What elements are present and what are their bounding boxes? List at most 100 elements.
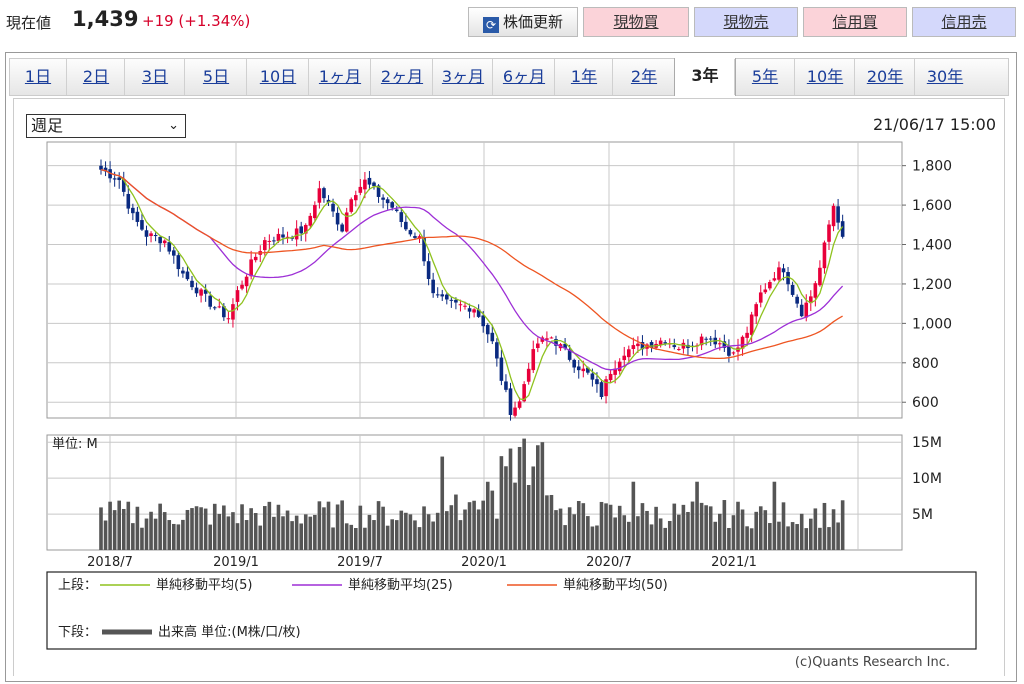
tab-1年[interactable]: 1年 xyxy=(554,59,613,95)
volume-bar xyxy=(686,511,690,550)
volume-bar xyxy=(112,510,117,550)
volume-bar xyxy=(281,516,285,550)
volume-bar xyxy=(176,524,181,550)
volume-bar xyxy=(704,505,708,550)
candle-body xyxy=(831,205,836,227)
volume-bar xyxy=(103,520,108,550)
candle-body xyxy=(799,304,804,317)
volume-bar xyxy=(203,508,208,550)
candle-body xyxy=(235,290,240,302)
volume-bar xyxy=(809,518,813,550)
candle-body xyxy=(144,230,149,237)
candle-body xyxy=(499,357,504,381)
x-tick-label: 2019/7 xyxy=(337,555,383,570)
candle-body xyxy=(786,272,790,285)
candle-period-select[interactable]: 週足 ⌄ xyxy=(26,114,186,138)
volume-bar xyxy=(795,524,799,550)
candle-body xyxy=(526,368,531,382)
tab-2年[interactable]: 2年 xyxy=(612,59,675,95)
volume-bar xyxy=(253,513,258,550)
volume-bar xyxy=(394,520,399,550)
volume-bar xyxy=(513,482,517,550)
volume-tick-label: 10M xyxy=(912,471,942,487)
volume-bar xyxy=(572,514,576,550)
volume-bar xyxy=(545,495,549,550)
tab-1日[interactable]: 1日 xyxy=(24,67,52,86)
tab-3年[interactable]: 3年 xyxy=(674,58,736,96)
tab-10日[interactable]: 10日 xyxy=(246,59,309,95)
candle-body xyxy=(208,295,212,307)
volume-bar xyxy=(454,494,458,550)
candle-body xyxy=(481,315,485,327)
volume-bar xyxy=(599,501,604,550)
volume-bar xyxy=(376,501,381,550)
tab-5日[interactable]: 5日 xyxy=(184,59,247,95)
tab-3ヶ月[interactable]: 3ヶ月 xyxy=(432,59,493,95)
volume-bar xyxy=(408,514,413,550)
volume-bar xyxy=(508,448,513,550)
x-tick-label: 2018/7 xyxy=(87,555,133,570)
candle-body xyxy=(504,381,508,390)
candle-body xyxy=(203,289,208,294)
margin-buy-button[interactable]: 信用買 xyxy=(803,7,907,37)
candle-body xyxy=(727,346,731,356)
candle-body xyxy=(595,379,599,385)
tab-3日[interactable]: 3日 xyxy=(124,59,185,95)
candle-body xyxy=(763,289,768,293)
volume-bar xyxy=(303,514,308,550)
volume-bar xyxy=(445,511,449,550)
tab-1ヶ月[interactable]: 1ヶ月 xyxy=(308,59,371,95)
volume-bar xyxy=(667,520,672,550)
candle-body xyxy=(649,342,654,348)
tab-30年[interactable]: 30年 xyxy=(914,59,975,95)
volume-bar xyxy=(768,523,772,550)
candle-body xyxy=(162,240,167,244)
candle-body xyxy=(508,388,513,415)
volume-bar xyxy=(249,508,253,550)
volume-bar xyxy=(658,518,663,550)
candle-body xyxy=(445,294,449,300)
chart-area xyxy=(13,98,1005,676)
candle-body xyxy=(135,211,140,222)
candle-body xyxy=(267,240,272,242)
candle-body xyxy=(672,345,677,348)
refresh-price-button[interactable]: ⟳ 株価更新 xyxy=(468,7,578,37)
volume-unit-label: 単位: M xyxy=(52,436,98,452)
candle-body xyxy=(517,401,522,408)
candle-body xyxy=(222,306,226,318)
volume-bar xyxy=(153,518,158,550)
candle-body xyxy=(199,289,203,296)
tab-6ヶ月[interactable]: 6ヶ月 xyxy=(492,59,555,95)
tab-2日[interactable]: 2日 xyxy=(66,59,125,95)
volume-bar xyxy=(617,505,622,550)
tab-20年[interactable]: 20年 xyxy=(854,59,915,95)
candle-body xyxy=(126,193,131,209)
candle-body xyxy=(758,292,763,303)
candle-body xyxy=(149,233,153,236)
cash-sell-button[interactable]: 現物売 xyxy=(694,7,798,37)
margin-sell-button[interactable]: 信用売 xyxy=(912,7,1016,37)
candle-body xyxy=(413,236,417,238)
candle-body xyxy=(167,242,172,252)
candle-body xyxy=(822,242,827,269)
candle-body xyxy=(317,188,322,203)
legend-upper-label: 上段： xyxy=(58,578,97,593)
volume-bar xyxy=(158,503,162,550)
volume-tick-label: 15M xyxy=(912,435,942,451)
tab-10年[interactable]: 10年 xyxy=(794,59,855,95)
volume-bar xyxy=(108,501,112,550)
candle-body xyxy=(749,314,754,335)
candle-body xyxy=(658,340,663,345)
candle-body xyxy=(158,236,162,244)
volume-bar xyxy=(672,503,677,550)
tab-5年[interactable]: 5年 xyxy=(734,59,795,95)
candle-body xyxy=(335,212,340,225)
candle-body xyxy=(795,296,799,304)
volume-bar xyxy=(167,520,172,550)
tab-2ヶ月[interactable]: 2ヶ月 xyxy=(370,59,433,95)
candle-body xyxy=(622,355,627,361)
volume-bar xyxy=(126,501,131,550)
volume-bar xyxy=(772,481,777,550)
cash-buy-button[interactable]: 現物買 xyxy=(583,7,689,37)
candle-body xyxy=(285,236,290,238)
